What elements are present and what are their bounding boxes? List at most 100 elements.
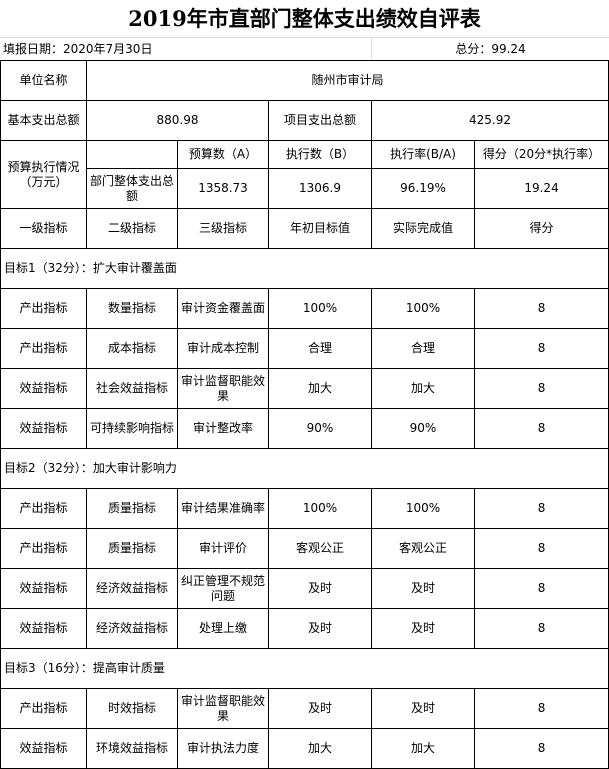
indicator-cell: 客观公正	[268, 528, 372, 569]
indicator-cell: 产出指标	[0, 288, 87, 329]
budget-header: 预算数（A）	[177, 140, 269, 169]
indicator-cell: 时效指标	[86, 688, 178, 729]
indicator-cell: 纠正管理不规范问题	[177, 568, 269, 609]
indicator-cell: 8	[473, 528, 609, 569]
indicator-cell: 审计监督职能效果	[177, 688, 269, 729]
evaluation-table: 单位名称 随州市审计局 基本支出总额 880.98 项目支出总额 425.92 …	[0, 60, 609, 769]
indicator-cell: 审计结果准确率	[177, 488, 269, 529]
indicator-row: 产出指标 质量指标 审计评价 客观公正 客观公正 8	[0, 528, 609, 569]
indicator-cell: 效益指标	[0, 408, 87, 449]
indicator-cell: 90%	[268, 408, 372, 449]
indicator-cell: 审计整改率	[177, 408, 269, 449]
indicator-cell: 及时	[371, 688, 475, 729]
indicator-cell: 处理上缴	[177, 608, 269, 649]
indicator-cell: 加大	[268, 728, 372, 769]
indicator-cell: 8	[473, 288, 609, 329]
indicator-header: 得分	[473, 208, 609, 249]
budget-header: 执行率(B/A)	[371, 140, 475, 169]
indicator-cell: 效益指标	[0, 368, 87, 409]
budget-row-label: 部门整体支出总额	[86, 168, 178, 209]
budget-value: 1306.9	[268, 168, 372, 209]
page-title: 2019年市直部门整体支出绩效自评表	[0, 0, 609, 38]
indicator-cell: 8	[473, 568, 609, 609]
basic-label: 基本支出总额	[0, 100, 87, 141]
unit-label: 单位名称	[0, 60, 87, 101]
total-score: 总分：99.24	[371, 38, 609, 60]
fill-date: 填报日期：2020年7月30日	[3, 42, 153, 56]
indicator-cell: 加大	[268, 368, 372, 409]
expense-row: 基本支出总额 880.98 项目支出总额 425.92	[0, 100, 609, 141]
indicator-cell: 及时	[371, 608, 475, 649]
indicator-cell: 审计执法力度	[177, 728, 269, 769]
indicator-cell: 100%	[268, 288, 372, 329]
date-row: 填报日期：2020年7月30日 总分：99.24	[0, 38, 609, 60]
budget-value: 1358.73	[177, 168, 269, 209]
indicator-cell: 社会效益指标	[86, 368, 178, 409]
indicator-cell: 100%	[371, 288, 475, 329]
indicator-cell: 8	[473, 688, 609, 729]
indicator-cell: 客观公正	[371, 528, 475, 569]
indicator-cell: 8	[473, 368, 609, 409]
indicator-cell: 效益指标	[0, 608, 87, 649]
unit-row: 单位名称 随州市审计局	[0, 60, 609, 101]
budget-value-row: 部门整体支出总额 1358.73 1306.9 96.19% 19.24	[1, 168, 609, 209]
indicator-cell: 合理	[371, 328, 475, 369]
indicator-cell: 效益指标	[0, 728, 87, 769]
indicator-cell: 加大	[371, 728, 475, 769]
indicator-cell: 质量指标	[86, 488, 178, 529]
indicator-row: 产出指标 数量指标 审计资金覆盖面 100% 100% 8	[0, 288, 609, 329]
goal-row: 目标1（32分）：扩大审计覆盖面	[0, 248, 609, 289]
indicator-cell: 审计成本控制	[177, 328, 269, 369]
budget-header: 得分（20分*执行率）	[473, 140, 609, 169]
indicator-cell: 产出指标	[0, 488, 87, 529]
indicator-cell: 经济效益指标	[86, 568, 178, 609]
indicator-cell: 及时	[268, 568, 372, 609]
indicator-cell: 效益指标	[0, 568, 87, 609]
indicator-row: 效益指标 可持续影响指标 审计整改率 90% 90% 8	[0, 408, 609, 449]
indicator-header: 二级指标	[86, 208, 178, 249]
indicator-cell: 及时	[268, 688, 372, 729]
indicator-cell: 经济效益指标	[86, 608, 178, 649]
indicator-cell: 合理	[268, 328, 372, 369]
indicator-row: 效益指标 经济效益指标 纠正管理不规范问题 及时 及时 8	[0, 568, 609, 609]
indicator-cell: 审计评价	[177, 528, 269, 569]
goal-title: 目标2（32分）：加大审计影响力	[0, 448, 609, 489]
indicator-cell: 产出指标	[0, 528, 87, 569]
indicator-header: 实际完成值	[371, 208, 475, 249]
project-value: 425.92	[370, 100, 609, 141]
goal-row: 目标2（32分）：加大审计影响力	[0, 448, 609, 489]
budget-label: 预算执行情况（万元）	[0, 140, 87, 209]
project-label: 项目支出总额	[268, 100, 372, 141]
budget-header-row: 预算执行情况（万元） 预算数（A） 执行数（B） 执行率(B/A) 得分（20分…	[0, 140, 609, 209]
goal-row: 目标3（16分）：提高审计质量	[0, 648, 609, 689]
goal-title: 目标3（16分）：提高审计质量	[0, 648, 609, 689]
indicator-row: 效益指标 社会效益指标 审计监督职能效果 加大 加大 8	[0, 368, 609, 409]
budget-blank	[86, 140, 178, 169]
indicator-row: 产出指标 成本指标 审计成本控制 合理 合理 8	[0, 328, 609, 369]
indicator-cell: 及时	[371, 568, 475, 609]
indicator-cell: 8	[473, 608, 609, 649]
budget-value: 96.19%	[371, 168, 475, 209]
indicator-cell: 审计监督职能效果	[177, 368, 269, 409]
indicator-cell: 100%	[268, 488, 372, 529]
indicator-cell: 8	[473, 408, 609, 449]
indicator-cell: 成本指标	[86, 328, 178, 369]
indicator-cell: 产出指标	[0, 688, 87, 729]
indicator-header: 三级指标	[177, 208, 269, 249]
indicator-cell: 产出指标	[0, 328, 87, 369]
indicator-cell: 8	[473, 488, 609, 529]
indicator-cell: 8	[473, 728, 609, 769]
indicator-cell: 100%	[371, 488, 475, 529]
indicator-row: 产出指标 时效指标 审计监督职能效果 及时 及时 8	[0, 688, 609, 729]
indicator-row: 产出指标 质量指标 审计结果准确率 100% 100% 8	[0, 488, 609, 529]
indicator-header-row: 一级指标 二级指标 三级指标 年初目标值 实际完成值 得分	[0, 208, 609, 249]
indicator-cell: 数量指标	[86, 288, 178, 329]
budget-value: 19.24	[473, 168, 609, 209]
indicator-header: 年初目标值	[268, 208, 372, 249]
indicator-cell: 90%	[371, 408, 475, 449]
goal-title: 目标1（32分）：扩大审计覆盖面	[0, 248, 609, 289]
indicator-cell: 审计资金覆盖面	[177, 288, 269, 329]
basic-value: 880.98	[86, 100, 269, 141]
indicator-cell: 可持续影响指标	[86, 408, 178, 449]
indicator-row: 效益指标 经济效益指标 处理上缴 及时 及时 8	[0, 608, 609, 649]
